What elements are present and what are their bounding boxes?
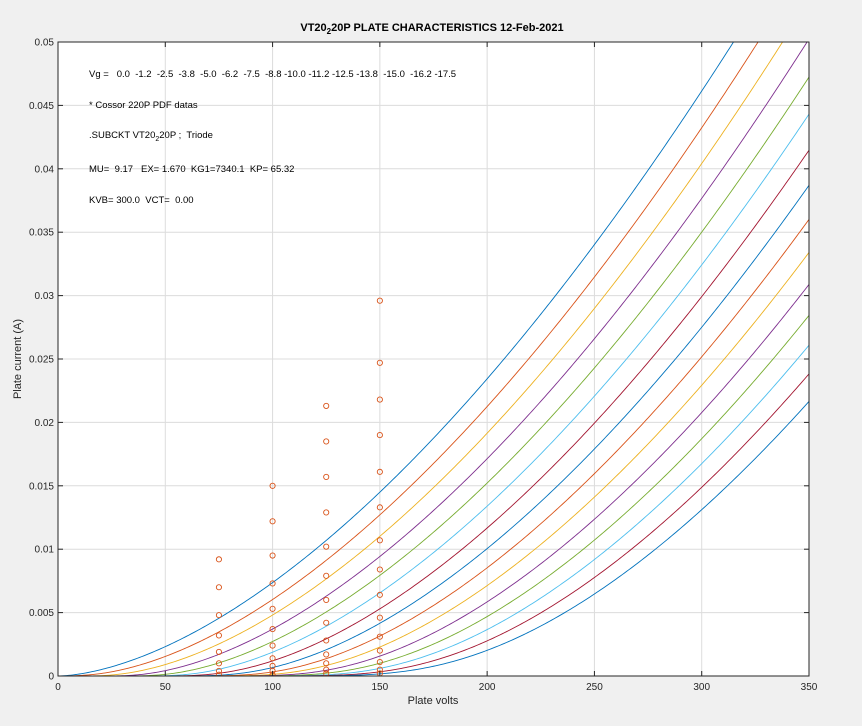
measured-point xyxy=(376,504,383,511)
curve-vg-13 xyxy=(58,373,809,676)
measured-point xyxy=(269,626,276,633)
x-axis-label: Plate volts xyxy=(408,695,459,707)
measured-point xyxy=(323,670,330,676)
measured-point xyxy=(269,642,276,649)
x-axis-ticks: 0 50 100 150 200 250 300 350 xyxy=(55,42,818,693)
measured-point xyxy=(215,584,222,591)
curve-vg-10 xyxy=(58,284,809,676)
measured-point xyxy=(323,637,330,644)
measured-point xyxy=(376,359,383,366)
measured-point xyxy=(323,509,330,516)
measured-point xyxy=(376,633,383,640)
measured-point xyxy=(323,572,330,579)
measured-point xyxy=(215,667,222,674)
y-tick-label: 0.015 xyxy=(29,481,54,492)
curve-vg-11 xyxy=(58,315,809,676)
measured-point xyxy=(269,580,276,587)
annotation-grid-voltages: Vg = 0.0 -1.2 -2.5 -3.8 -5.0 -6.2 -7.5 -… xyxy=(89,69,456,80)
y-axis-ticks: 0 0.005 0.01 0.015 0.02 0.025 0.03 0.035 0.04 0.0… xyxy=(29,38,809,683)
measured-point xyxy=(323,596,330,603)
measured-point xyxy=(376,432,383,439)
measured-point xyxy=(323,473,330,480)
y-tick-label: 0 xyxy=(48,672,54,683)
curve-vg-5 xyxy=(58,113,809,676)
measured-point xyxy=(376,297,383,304)
measured-point xyxy=(376,591,383,598)
x-tick-label: 100 xyxy=(264,682,281,693)
measured-point xyxy=(323,660,330,667)
x-tick-label: 50 xyxy=(160,682,172,693)
curve-vg-1 xyxy=(58,42,759,676)
curve-vg-4 xyxy=(58,76,809,676)
measured-point xyxy=(376,566,383,573)
y-tick-label: 0.005 xyxy=(29,608,54,619)
curve-vg-3 xyxy=(58,42,808,676)
measured-point xyxy=(323,651,330,658)
chart-title: VT20220P PLATE CHARACTERISTICS 12-Feb-20… xyxy=(300,22,563,36)
annotations: Vg = 0.0 -1.2 -2.5 -3.8 -5.0 -6.2 -7.5 -… xyxy=(89,69,456,206)
x-tick-label: 200 xyxy=(479,682,496,693)
measured-point xyxy=(376,396,383,403)
x-tick-label: 350 xyxy=(801,682,818,693)
x-tick-label: 250 xyxy=(586,682,603,693)
annotation-params-1: MU= 9.17 EX= 1.670 KG1=7340.1 KP= 65.32 xyxy=(89,164,294,175)
y-tick-label: 0.03 xyxy=(35,291,55,302)
annotation-source: * Cossor 220P PDF datas xyxy=(89,100,198,111)
x-tick-label: 150 xyxy=(372,682,389,693)
measured-point xyxy=(323,666,330,673)
measured-point xyxy=(269,655,276,662)
annotation-subckt: .SUBCKT VT20220P ; Triode xyxy=(89,130,213,143)
measured-point xyxy=(323,619,330,626)
measured-point xyxy=(376,647,383,654)
y-tick-label: 0.05 xyxy=(35,38,55,49)
measured-point xyxy=(269,518,276,525)
curve-vg-0 xyxy=(58,42,735,676)
y-tick-label: 0.025 xyxy=(29,355,54,366)
curve-vg-12 xyxy=(58,344,809,676)
measured-point xyxy=(376,537,383,544)
curve-vg-8 xyxy=(58,219,809,676)
curve-vg-2 xyxy=(58,42,784,676)
y-tick-label: 0.04 xyxy=(35,164,55,175)
measured-point xyxy=(215,556,222,563)
y-tick-label: 0.02 xyxy=(35,418,55,429)
annotation-params-2: KVB= 300.0 VCT= 0.00 xyxy=(89,195,194,206)
measured-point xyxy=(215,632,222,639)
x-tick-label: 300 xyxy=(693,682,710,693)
measured-point xyxy=(269,605,276,612)
measured-point xyxy=(376,614,383,621)
measured-point xyxy=(323,402,330,409)
measured-point xyxy=(376,659,383,666)
measured-point xyxy=(215,660,222,667)
plate-curves xyxy=(58,42,809,676)
y-tick-label: 0.045 xyxy=(29,101,54,112)
measured-point xyxy=(269,482,276,489)
curve-vg-9 xyxy=(58,252,809,676)
y-axis-label: Plate current (A) xyxy=(12,319,24,399)
y-tick-label: 0.035 xyxy=(29,228,54,239)
measured-point xyxy=(215,612,222,619)
y-tick-label: 0.01 xyxy=(35,545,55,556)
x-tick-label: 0 xyxy=(55,682,61,693)
curve-vg-14 xyxy=(58,401,809,676)
measured-point xyxy=(376,670,383,676)
measured-point xyxy=(323,543,330,550)
measured-point xyxy=(215,648,222,655)
measured-point xyxy=(376,468,383,475)
measured-point xyxy=(215,671,222,676)
measured-point xyxy=(269,552,276,559)
measured-point xyxy=(323,438,330,445)
